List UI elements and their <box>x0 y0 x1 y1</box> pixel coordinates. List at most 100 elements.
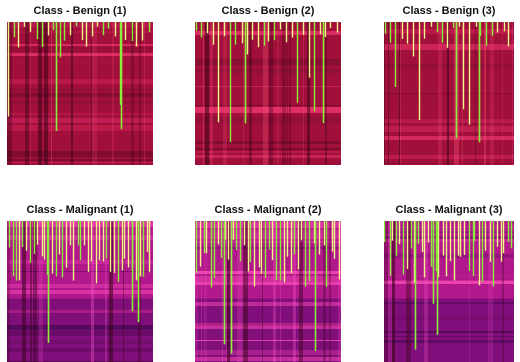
band <box>388 221 392 362</box>
panel-malignant-2: Class - Malignant (2) <box>195 204 341 362</box>
band <box>7 113 153 114</box>
band <box>502 221 504 362</box>
band <box>7 22 153 28</box>
heatmap-image <box>7 221 153 362</box>
band <box>210 22 213 165</box>
band <box>7 340 153 344</box>
band <box>447 22 449 165</box>
heatmap-image <box>384 22 514 165</box>
band <box>392 221 395 362</box>
band <box>7 44 153 46</box>
band <box>502 22 503 165</box>
band <box>195 69 341 73</box>
band <box>237 221 241 362</box>
band <box>91 221 94 362</box>
band <box>7 47 153 52</box>
band <box>51 22 52 165</box>
band <box>139 22 141 165</box>
band <box>7 31 153 33</box>
band <box>287 22 288 165</box>
band <box>123 221 124 362</box>
band <box>195 323 341 326</box>
band <box>25 22 29 165</box>
band <box>384 221 385 362</box>
band <box>7 162 153 163</box>
band <box>384 275 514 276</box>
band <box>91 22 92 165</box>
panel-title: Class - Malignant (1) <box>26 204 134 216</box>
band <box>195 302 341 306</box>
band <box>195 141 341 144</box>
band <box>469 221 470 362</box>
band <box>293 221 296 362</box>
band <box>195 350 341 355</box>
band <box>195 155 341 158</box>
heatmap-image <box>195 22 341 165</box>
band <box>195 282 341 285</box>
band <box>307 22 310 165</box>
band <box>289 22 291 165</box>
band <box>222 221 223 362</box>
band <box>226 221 227 362</box>
band <box>424 221 428 362</box>
band <box>384 302 514 304</box>
panel-title: Class - Benign (1) <box>33 5 127 17</box>
band <box>195 230 341 234</box>
band <box>406 221 411 362</box>
band <box>7 79 153 84</box>
band <box>223 22 227 165</box>
band <box>7 151 153 157</box>
panel-title: Class - Malignant (2) <box>214 204 322 216</box>
band <box>299 221 303 362</box>
band <box>490 22 494 165</box>
band <box>7 118 153 123</box>
band <box>7 290 153 294</box>
panel-malignant-1: Class - Malignant (1) <box>7 204 153 362</box>
band <box>7 284 153 288</box>
band <box>33 221 37 362</box>
band <box>7 125 153 131</box>
band <box>484 22 486 165</box>
band <box>195 107 341 113</box>
band <box>282 22 286 165</box>
band <box>7 93 153 97</box>
band <box>243 221 248 362</box>
band <box>39 221 43 362</box>
band <box>303 22 304 165</box>
band <box>325 22 327 165</box>
band <box>195 86 341 87</box>
band <box>263 22 268 165</box>
band <box>109 221 113 362</box>
band <box>280 221 281 362</box>
band <box>384 231 514 233</box>
band <box>195 271 341 274</box>
band <box>273 221 276 362</box>
band <box>241 221 243 362</box>
band <box>384 315 514 320</box>
band <box>7 221 10 362</box>
band <box>195 117 341 123</box>
band <box>195 340 341 341</box>
band <box>388 22 389 165</box>
band <box>38 22 42 165</box>
band <box>195 222 341 228</box>
band <box>195 357 341 361</box>
band <box>131 22 134 165</box>
band <box>387 221 388 362</box>
band <box>262 221 263 362</box>
band <box>384 250 514 251</box>
band <box>277 22 279 165</box>
band <box>7 53 153 56</box>
band <box>7 22 12 165</box>
band <box>385 221 387 362</box>
panel-malignant-3: Class - Malignant (3) <box>384 204 514 362</box>
band <box>7 88 153 92</box>
band <box>105 221 107 362</box>
band <box>205 22 209 165</box>
band <box>7 298 153 362</box>
band <box>400 22 401 165</box>
band <box>384 331 514 333</box>
panel-title: Class - Benign (3) <box>402 5 496 17</box>
band <box>384 280 514 281</box>
band <box>30 221 32 362</box>
